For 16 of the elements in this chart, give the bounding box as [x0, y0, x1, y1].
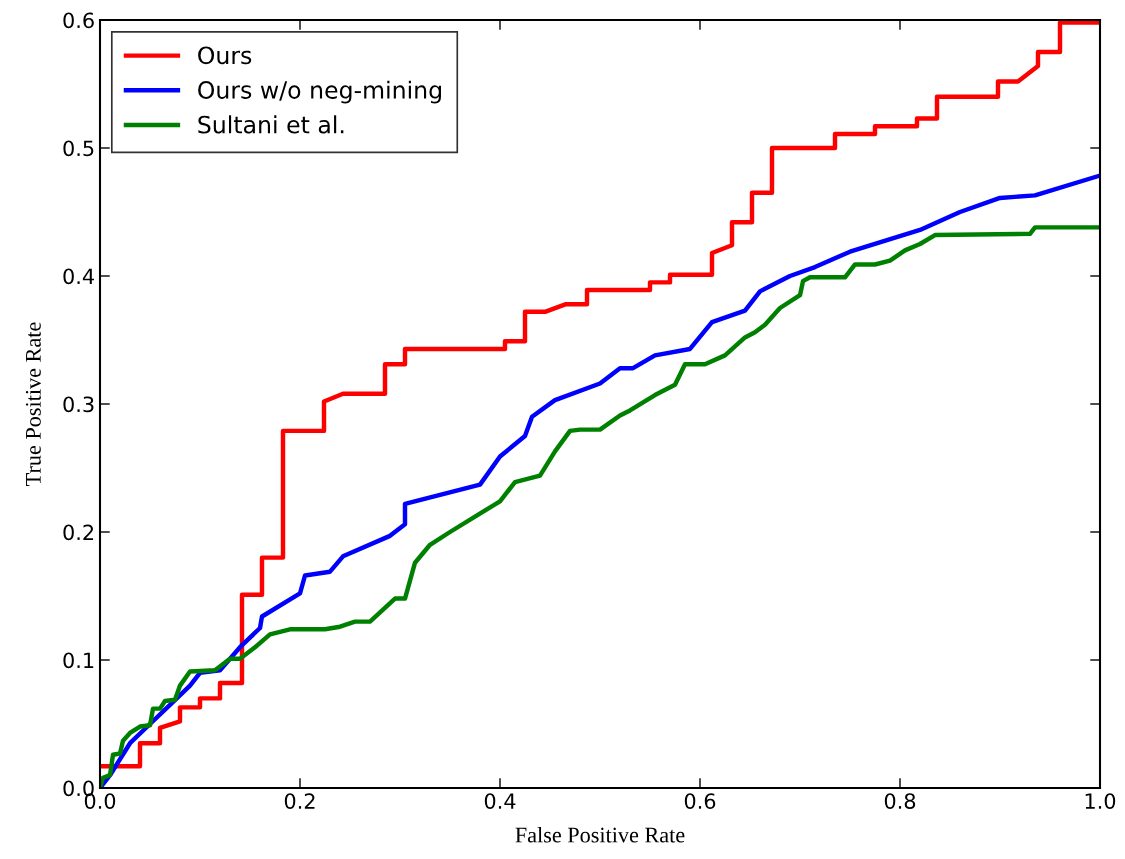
y-tick-label: 0.1	[63, 652, 94, 669]
y-axis-title: True Positive Rate	[25, 322, 41, 486]
x-axis-title: False Positive Rate	[515, 826, 685, 843]
x-tick-label: 0.4	[484, 793, 516, 809]
x-tick-label: 0.6	[684, 793, 716, 809]
y-tick-label: 0.5	[63, 140, 94, 157]
x-tick-label: 0.2	[284, 793, 315, 809]
y-tick-label: 0.6	[63, 12, 94, 29]
legend-label: Ours	[198, 46, 252, 65]
legend-label: Ours w/o neg-mining	[198, 80, 441, 104]
y-tick-label: 0.4	[63, 268, 94, 285]
x-tick-label: 0.8	[884, 793, 916, 809]
y-tick-label: 0.2	[63, 524, 94, 541]
y-tick-label: 0.3	[63, 396, 94, 413]
x-tick-label: 1.0	[1085, 793, 1116, 809]
legend-label: Sultani et al.	[198, 115, 344, 134]
